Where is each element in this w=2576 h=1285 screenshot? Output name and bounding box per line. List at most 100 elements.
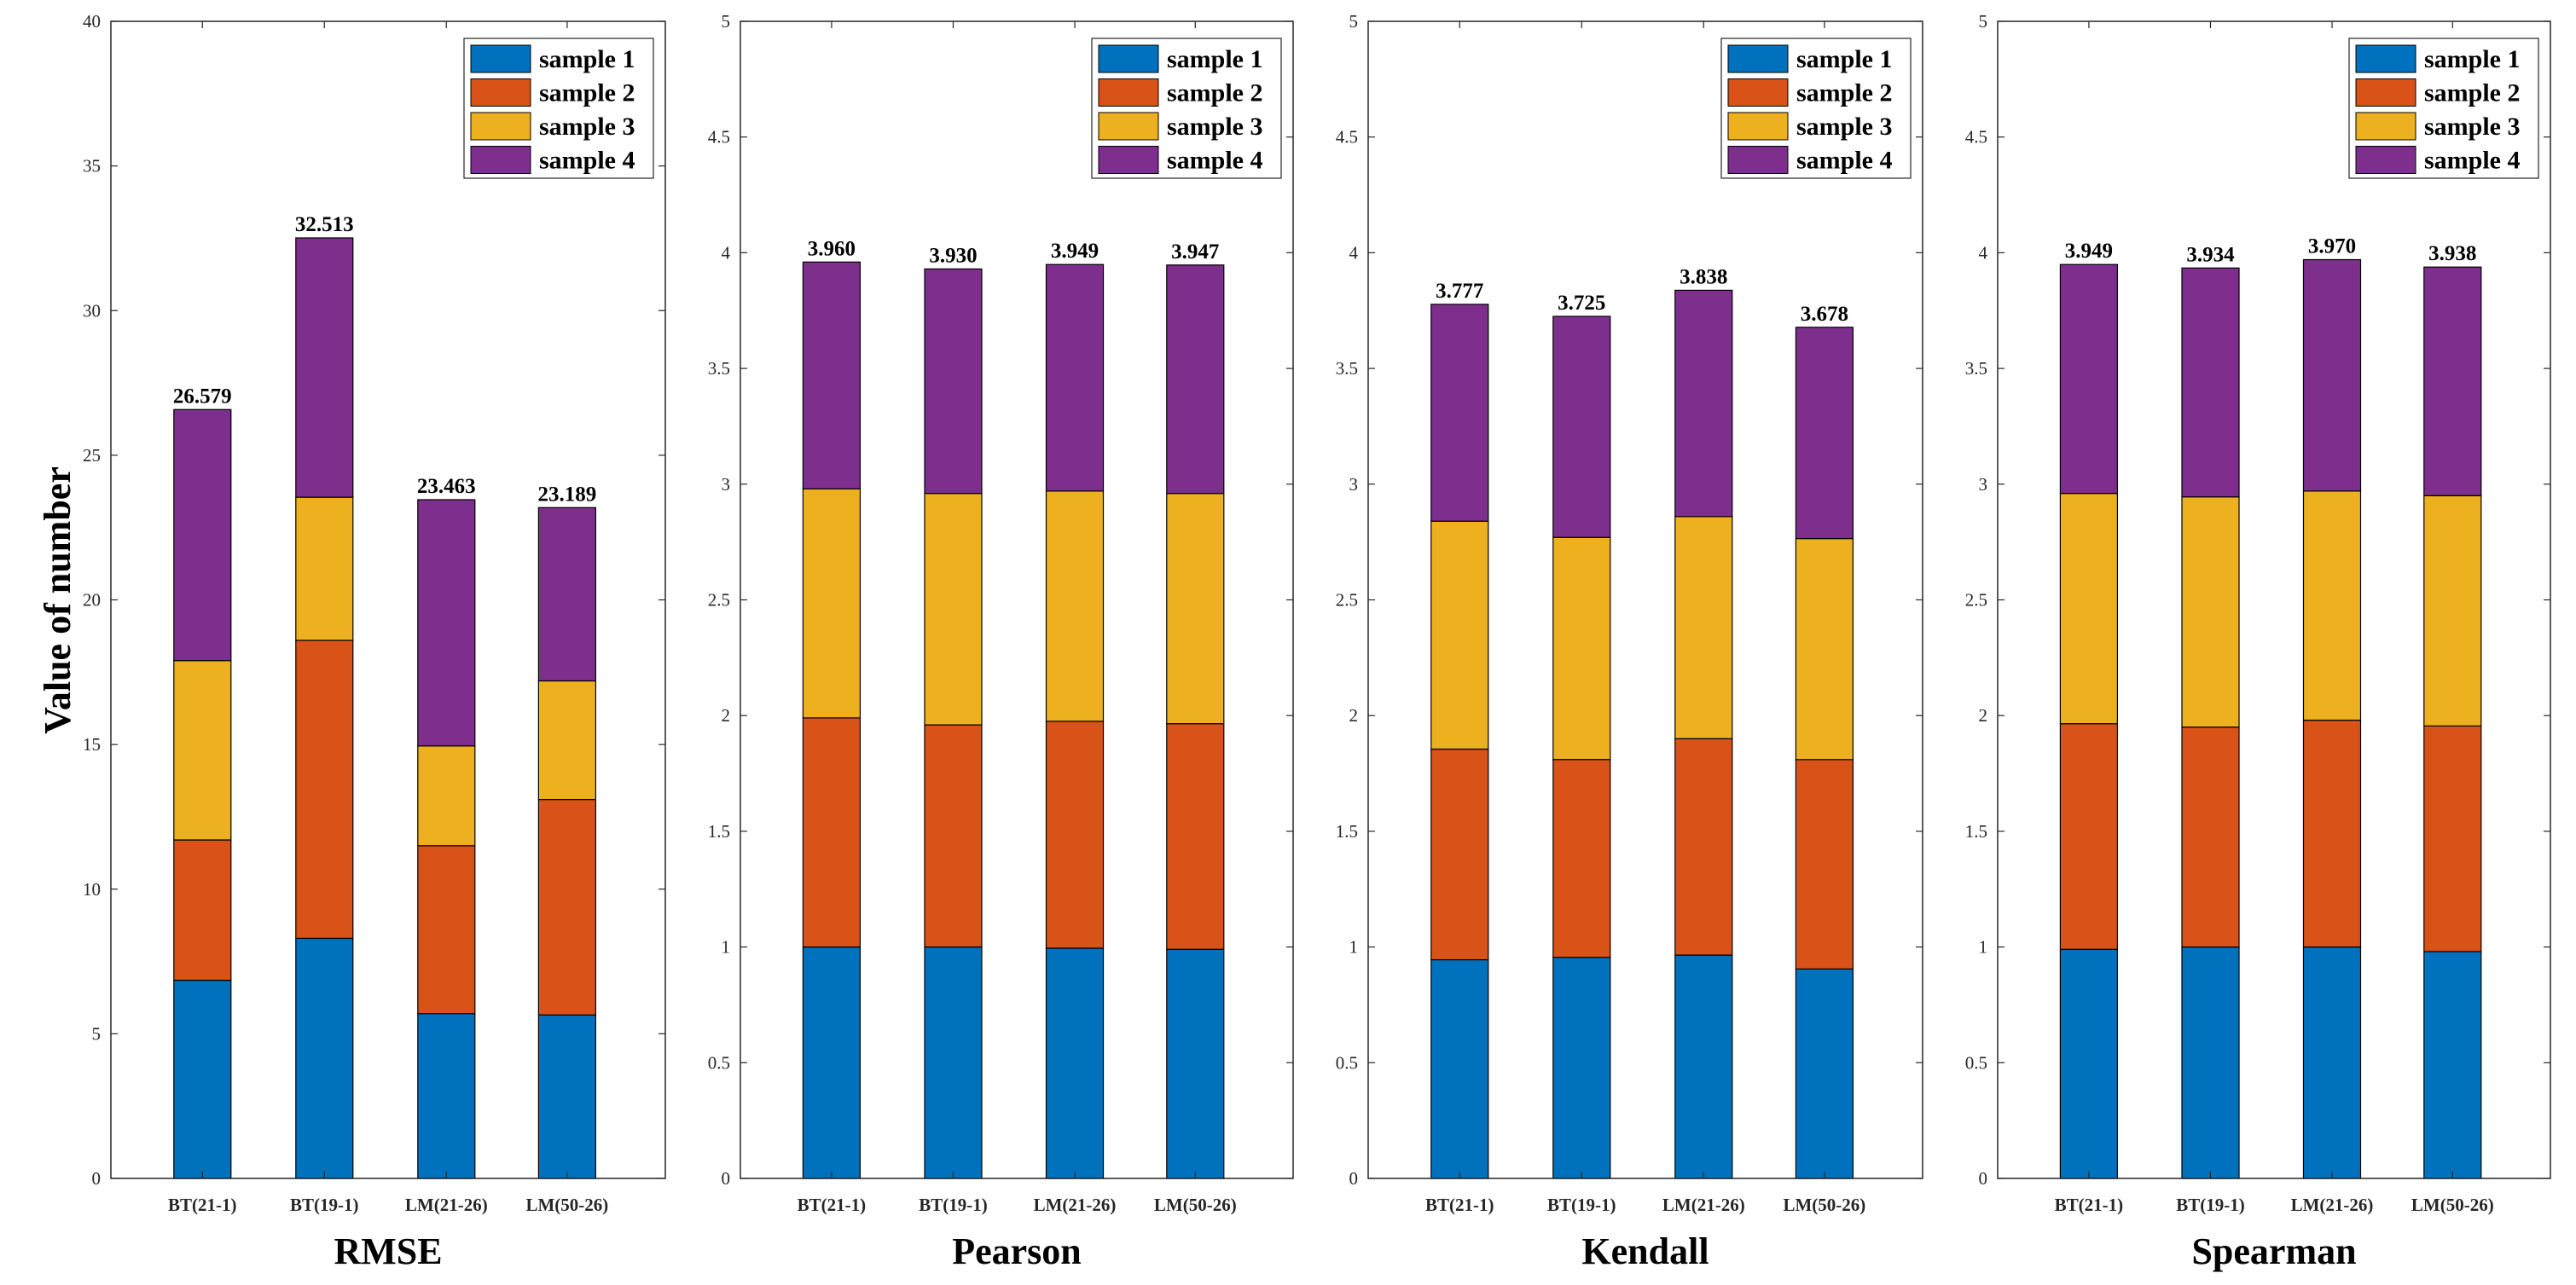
x-axis-label: Pearson (952, 1230, 1082, 1272)
bar-segment-4-1 (2059, 263, 2118, 495)
total-label: 3.678 (1801, 303, 1848, 326)
total-label: 3.947 (1171, 240, 1219, 263)
bar-segment-1-1 (2059, 948, 2118, 1179)
legend-swatch (1098, 112, 1159, 141)
total-label: 23.189 (538, 483, 597, 506)
legend: sample 1 sample 2 sample 3 sample 4 (1720, 38, 1912, 179)
y-axis-label: Value of number (37, 466, 78, 734)
total-label: 26.579 (173, 385, 232, 408)
bar-segment-3-4 (2423, 495, 2482, 727)
bar-segment-2-2 (2181, 726, 2240, 948)
category-label: BT(19-1) (2176, 1195, 2245, 1215)
y-tick-label: 3 (722, 474, 731, 495)
y-tick-label: 2 (1979, 705, 1988, 726)
plot-frame (110, 20, 666, 1179)
bar-segment-2-2 (295, 640, 354, 939)
y-tick-label: 1.5 (1965, 821, 1987, 842)
bar-segment-3-1 (802, 488, 862, 719)
bar-segment-2-4 (2423, 725, 2482, 952)
bar-segment-4-2 (924, 268, 983, 495)
bar-segment-2-4 (1166, 723, 1225, 950)
y-tick-label: 0 (1349, 1168, 1359, 1189)
bar-segment-2-4 (537, 798, 597, 1016)
bar-segment-3-3 (1045, 490, 1105, 722)
total-label: 3.725 (1558, 292, 1605, 315)
total-label: 32.513 (295, 213, 354, 236)
y-tick-label: 0 (92, 1168, 102, 1189)
y-tick-label: 2 (1349, 705, 1359, 726)
y-tick-label: 0.5 (1336, 1052, 1358, 1073)
y-tick-label: 4.5 (1965, 127, 1987, 148)
y-tick-label: 5 (1349, 11, 1359, 32)
bar-segment-2-3 (2302, 719, 2362, 948)
bar-segment-1-1 (173, 979, 232, 1179)
total-label: 3.938 (2428, 242, 2476, 265)
category-label: BT(19-1) (1547, 1195, 1616, 1215)
bar-segment-1-4 (537, 1014, 597, 1179)
bar-segment-4-4 (2423, 266, 2482, 496)
bar-segment-3-1 (173, 660, 232, 841)
bar-segment-2-1 (2059, 723, 2118, 950)
legend-label: sample 2 (1167, 79, 1263, 107)
y-tick-label: 3 (1979, 474, 1988, 495)
bar-segment-2-3 (1045, 721, 1105, 949)
bar-segment-1-2 (295, 937, 354, 1179)
y-tick-label: 5 (1979, 11, 1988, 32)
bar-segment-3-4 (537, 680, 597, 801)
bar-segment-2-1 (802, 717, 862, 948)
chart-panel-4: 3.949 BT(21-1) 3.934 BT(19-1) 3.970 LM(21-26)… (1965, 11, 2551, 1272)
y-tick-label: 1 (722, 937, 731, 958)
legend-label: sample 3 (2424, 113, 2521, 141)
legend-swatch (1727, 112, 1789, 141)
y-tick-label: 25 (83, 445, 101, 466)
bar-segment-1-4 (1795, 968, 1854, 1179)
bar-segment-3-1 (2059, 493, 2118, 725)
y-tick-label: 4 (1349, 242, 1359, 263)
x-axis-label: Kendall (1581, 1230, 1709, 1272)
legend-swatch (470, 146, 531, 174)
y-tick-label: 15 (83, 734, 101, 755)
legend-label: sample 2 (1796, 79, 1893, 107)
x-axis-label: RMSE (334, 1230, 442, 1272)
y-tick-label: 40 (83, 11, 101, 32)
bar-segment-1-3 (1674, 954, 1733, 1179)
category-label: LM(50-26) (525, 1195, 608, 1215)
legend-swatch (1727, 78, 1789, 107)
y-tick-label: 30 (83, 300, 101, 321)
legend: sample 1 sample 2 sample 3 sample 4 (463, 38, 654, 179)
bar-segment-2-2 (924, 724, 983, 948)
category-label: LM(21-26) (1034, 1195, 1117, 1215)
plot-frame (1367, 20, 1923, 1179)
legend-swatch (2355, 112, 2416, 141)
bar-segment-4-4 (537, 506, 597, 682)
bar-segment-4-4 (1795, 327, 1854, 540)
total-label: 3.838 (1680, 265, 1727, 288)
legend-label: sample 1 (1796, 45, 1893, 73)
legend-swatch (470, 78, 531, 107)
total-label: 3.934 (2186, 243, 2235, 266)
bar-segment-3-4 (1166, 493, 1225, 725)
category-label: BT(21-1) (168, 1195, 237, 1215)
legend-label: sample 1 (2424, 45, 2521, 73)
category-label: LM(21-26) (405, 1195, 488, 1215)
legend-label: sample 2 (539, 79, 635, 107)
bar-segment-1-1 (802, 946, 862, 1179)
category-label: BT(21-1) (798, 1195, 867, 1215)
total-label: 3.970 (2308, 235, 2356, 258)
bar-segment-3-2 (2181, 496, 2240, 728)
y-tick-label: 2.5 (1336, 590, 1358, 611)
legend-label: sample 3 (539, 113, 635, 141)
y-tick-label: 4.5 (708, 127, 730, 148)
legend-swatch (470, 112, 531, 141)
bar-segment-4-1 (802, 261, 862, 489)
legend-label: sample 4 (1167, 147, 1263, 175)
bar-segment-4-3 (417, 499, 476, 747)
y-tick-label: 20 (83, 590, 101, 611)
bar-segment-3-1 (1430, 520, 1489, 750)
category-label: LM(50-26) (1154, 1195, 1237, 1215)
legend: sample 1 sample 2 sample 3 sample 4 (2348, 38, 2539, 179)
bar-segment-4-2 (295, 237, 354, 498)
bar-segment-1-3 (417, 1012, 476, 1179)
category-label: LM(21-26) (2291, 1195, 2374, 1215)
